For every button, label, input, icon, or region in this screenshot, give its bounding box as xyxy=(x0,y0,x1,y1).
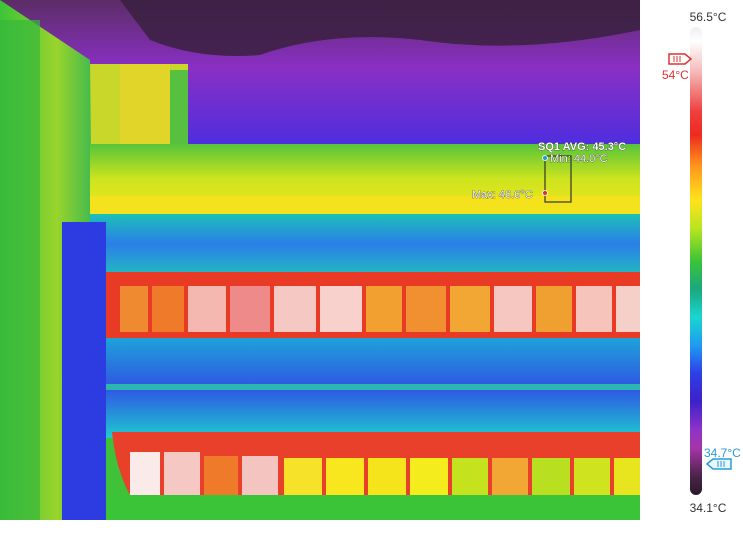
min-point xyxy=(542,155,548,161)
low-marker-icon[interactable] xyxy=(706,458,732,470)
annotation-max: Max: 46.6°C xyxy=(472,189,533,201)
scale-min-label: 34.1°C xyxy=(689,501,727,515)
scale-max-label: 56.5°C xyxy=(689,10,727,24)
max-point xyxy=(542,190,548,196)
window-row-2 xyxy=(130,452,640,496)
color-scale-panel: 56.5°C 54°C 34.7°C 34.1°C xyxy=(640,0,743,555)
annotation-title: SQ1 AVG: 45.3°C xyxy=(538,141,626,153)
high-marker-label: 54°C xyxy=(662,68,689,82)
annotation-min: Min: 44.0°C xyxy=(550,153,608,165)
window-row-1 xyxy=(120,286,640,332)
thermal-image: SQ1 AVG: 45.3°C Min: 44.0°C Max: 46.6°C xyxy=(0,0,640,520)
low-marker-label: 34.7°C xyxy=(704,446,741,460)
color-scale-bar xyxy=(690,27,702,495)
high-marker-icon[interactable] xyxy=(668,53,692,65)
measurement-box xyxy=(544,155,572,203)
